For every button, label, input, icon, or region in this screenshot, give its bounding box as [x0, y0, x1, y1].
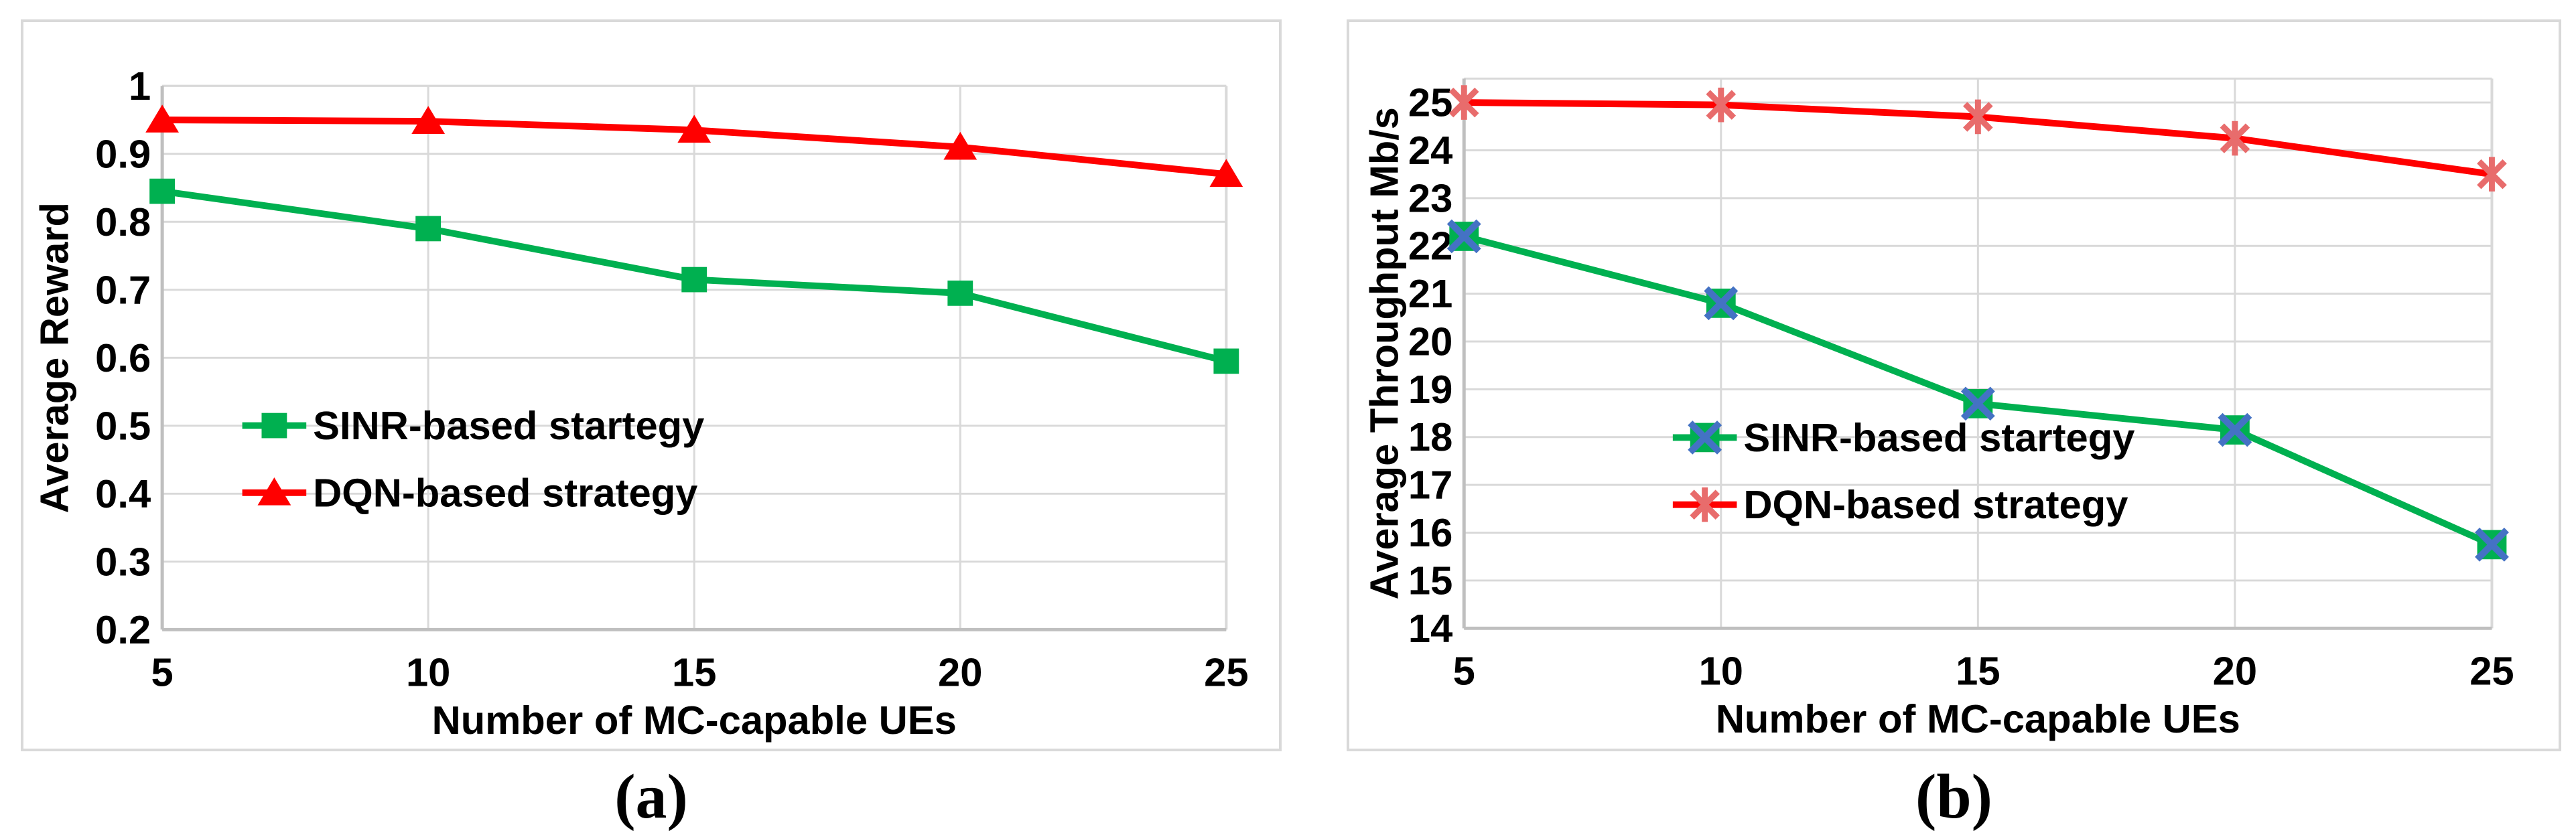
x-tick-label: 15 [672, 650, 716, 694]
x-tick-label: 25 [2469, 648, 2514, 693]
x-axis-title: Number of MC-capable UEs [1716, 696, 2240, 741]
series-marker-asterisk [2220, 123, 2250, 153]
series-marker-square [415, 216, 442, 242]
legend-item-0: SINR-based startegy [1672, 415, 2134, 460]
legend-label: DQN-based strategy [1743, 482, 2128, 527]
x-tick-label: 5 [151, 650, 174, 694]
series-marker-asterisk [2477, 159, 2507, 189]
legend-item-1: DQN-based strategy [242, 470, 697, 515]
legend-item-0: SINR-based startegy [242, 403, 704, 448]
y-tick-label: 17 [1408, 463, 1452, 508]
series-marker-x-stroke [2475, 528, 2509, 562]
x-tick-label: 15 [1956, 648, 2000, 693]
y-tick-label: 19 [1408, 367, 1452, 412]
y-tick-label: 20 [1408, 319, 1452, 364]
series-marker-asterisk [1706, 90, 1737, 120]
x-tick-label: 20 [2213, 648, 2257, 693]
x-tick-label: 25 [1204, 650, 1248, 694]
series-marker-asterisk [1963, 102, 1993, 132]
x-tick-label: 10 [406, 650, 450, 694]
series-marker-asterisk [1448, 87, 1479, 118]
series-marker-x-stroke [1960, 386, 1995, 421]
series-marker-triangle [257, 477, 291, 506]
series-marker-asterisk [1690, 489, 1720, 520]
x-tick-label: 10 [1699, 648, 1743, 693]
series-marker-square [1213, 348, 1239, 374]
caption-a: (a) [614, 762, 688, 832]
series-marker-x-stroke [1704, 286, 1739, 321]
y-tick-label: 25 [1408, 80, 1452, 125]
series-marker-triangle [943, 131, 977, 160]
series-marker-triangle [411, 106, 446, 134]
y-tick-label: 0.6 [95, 335, 151, 380]
series-marker-triangle [677, 115, 711, 143]
series-marker-x-stroke [2218, 412, 2252, 447]
x-axis-title: Number of MC-capable UEs [432, 698, 957, 743]
caption-b: (b) [1915, 762, 1992, 832]
y-tick-label: 14 [1408, 606, 1452, 651]
series-marker-square [149, 178, 176, 204]
legend-item-1: DQN-based strategy [1672, 482, 2128, 527]
y-axis-title: Average Reward [31, 202, 76, 513]
y-tick-label: 24 [1408, 128, 1452, 173]
x-tick-label: 20 [938, 650, 982, 694]
y-tick-label: 1 [129, 64, 151, 108]
y-tick-label: 0.7 [95, 267, 151, 312]
y-tick-label: 23 [1408, 175, 1452, 220]
y-tick-label: 15 [1408, 558, 1452, 603]
y-tick-label: 0.3 [95, 539, 151, 584]
y-tick-label: 0.9 [95, 131, 151, 176]
x-tick-label: 5 [1453, 648, 1475, 693]
series-marker-triangle [1209, 159, 1243, 187]
series-marker-x-stroke [1688, 421, 1722, 455]
series-marker-square [261, 412, 287, 439]
y-tick-label: 0.5 [95, 403, 151, 448]
series-marker-triangle [145, 104, 180, 133]
legend-label: DQN-based strategy [313, 470, 697, 515]
y-tick-label: 0.8 [95, 200, 151, 244]
legend-label: SINR-based startegy [1743, 415, 2134, 460]
figure-panel-a: 0.2 0.3 0.4 0.5 0.6 0.7 0.8 0.9 1 5 10 15 20 25 SINR-b… [21, 19, 1282, 751]
y-tick-label: 16 [1408, 510, 1452, 555]
chart-average-reward: 0.20.30.40.50.60.70.80.915 10 15 20 25SINR-b… [31, 64, 1248, 743]
series-marker-x-stroke [1446, 219, 1481, 254]
series-marker-square [681, 266, 707, 293]
y-tick-label: 0.2 [95, 607, 151, 652]
y-axis-title: Average Throughput Mb/s [1361, 107, 1406, 599]
y-tick-label: 18 [1408, 414, 1452, 459]
y-tick-label: 0.4 [95, 471, 151, 516]
figure-panel-b: 14 15 16 17 18 19 20 21 22 23 24 25 5 10 15 20 25 SINR-ba… [1347, 19, 2561, 751]
series-marker-square [947, 281, 973, 306]
y-tick-label: 22 [1408, 224, 1452, 269]
y-tick-label: 21 [1408, 271, 1452, 316]
legend-label: SINR-based startegy [313, 403, 704, 448]
